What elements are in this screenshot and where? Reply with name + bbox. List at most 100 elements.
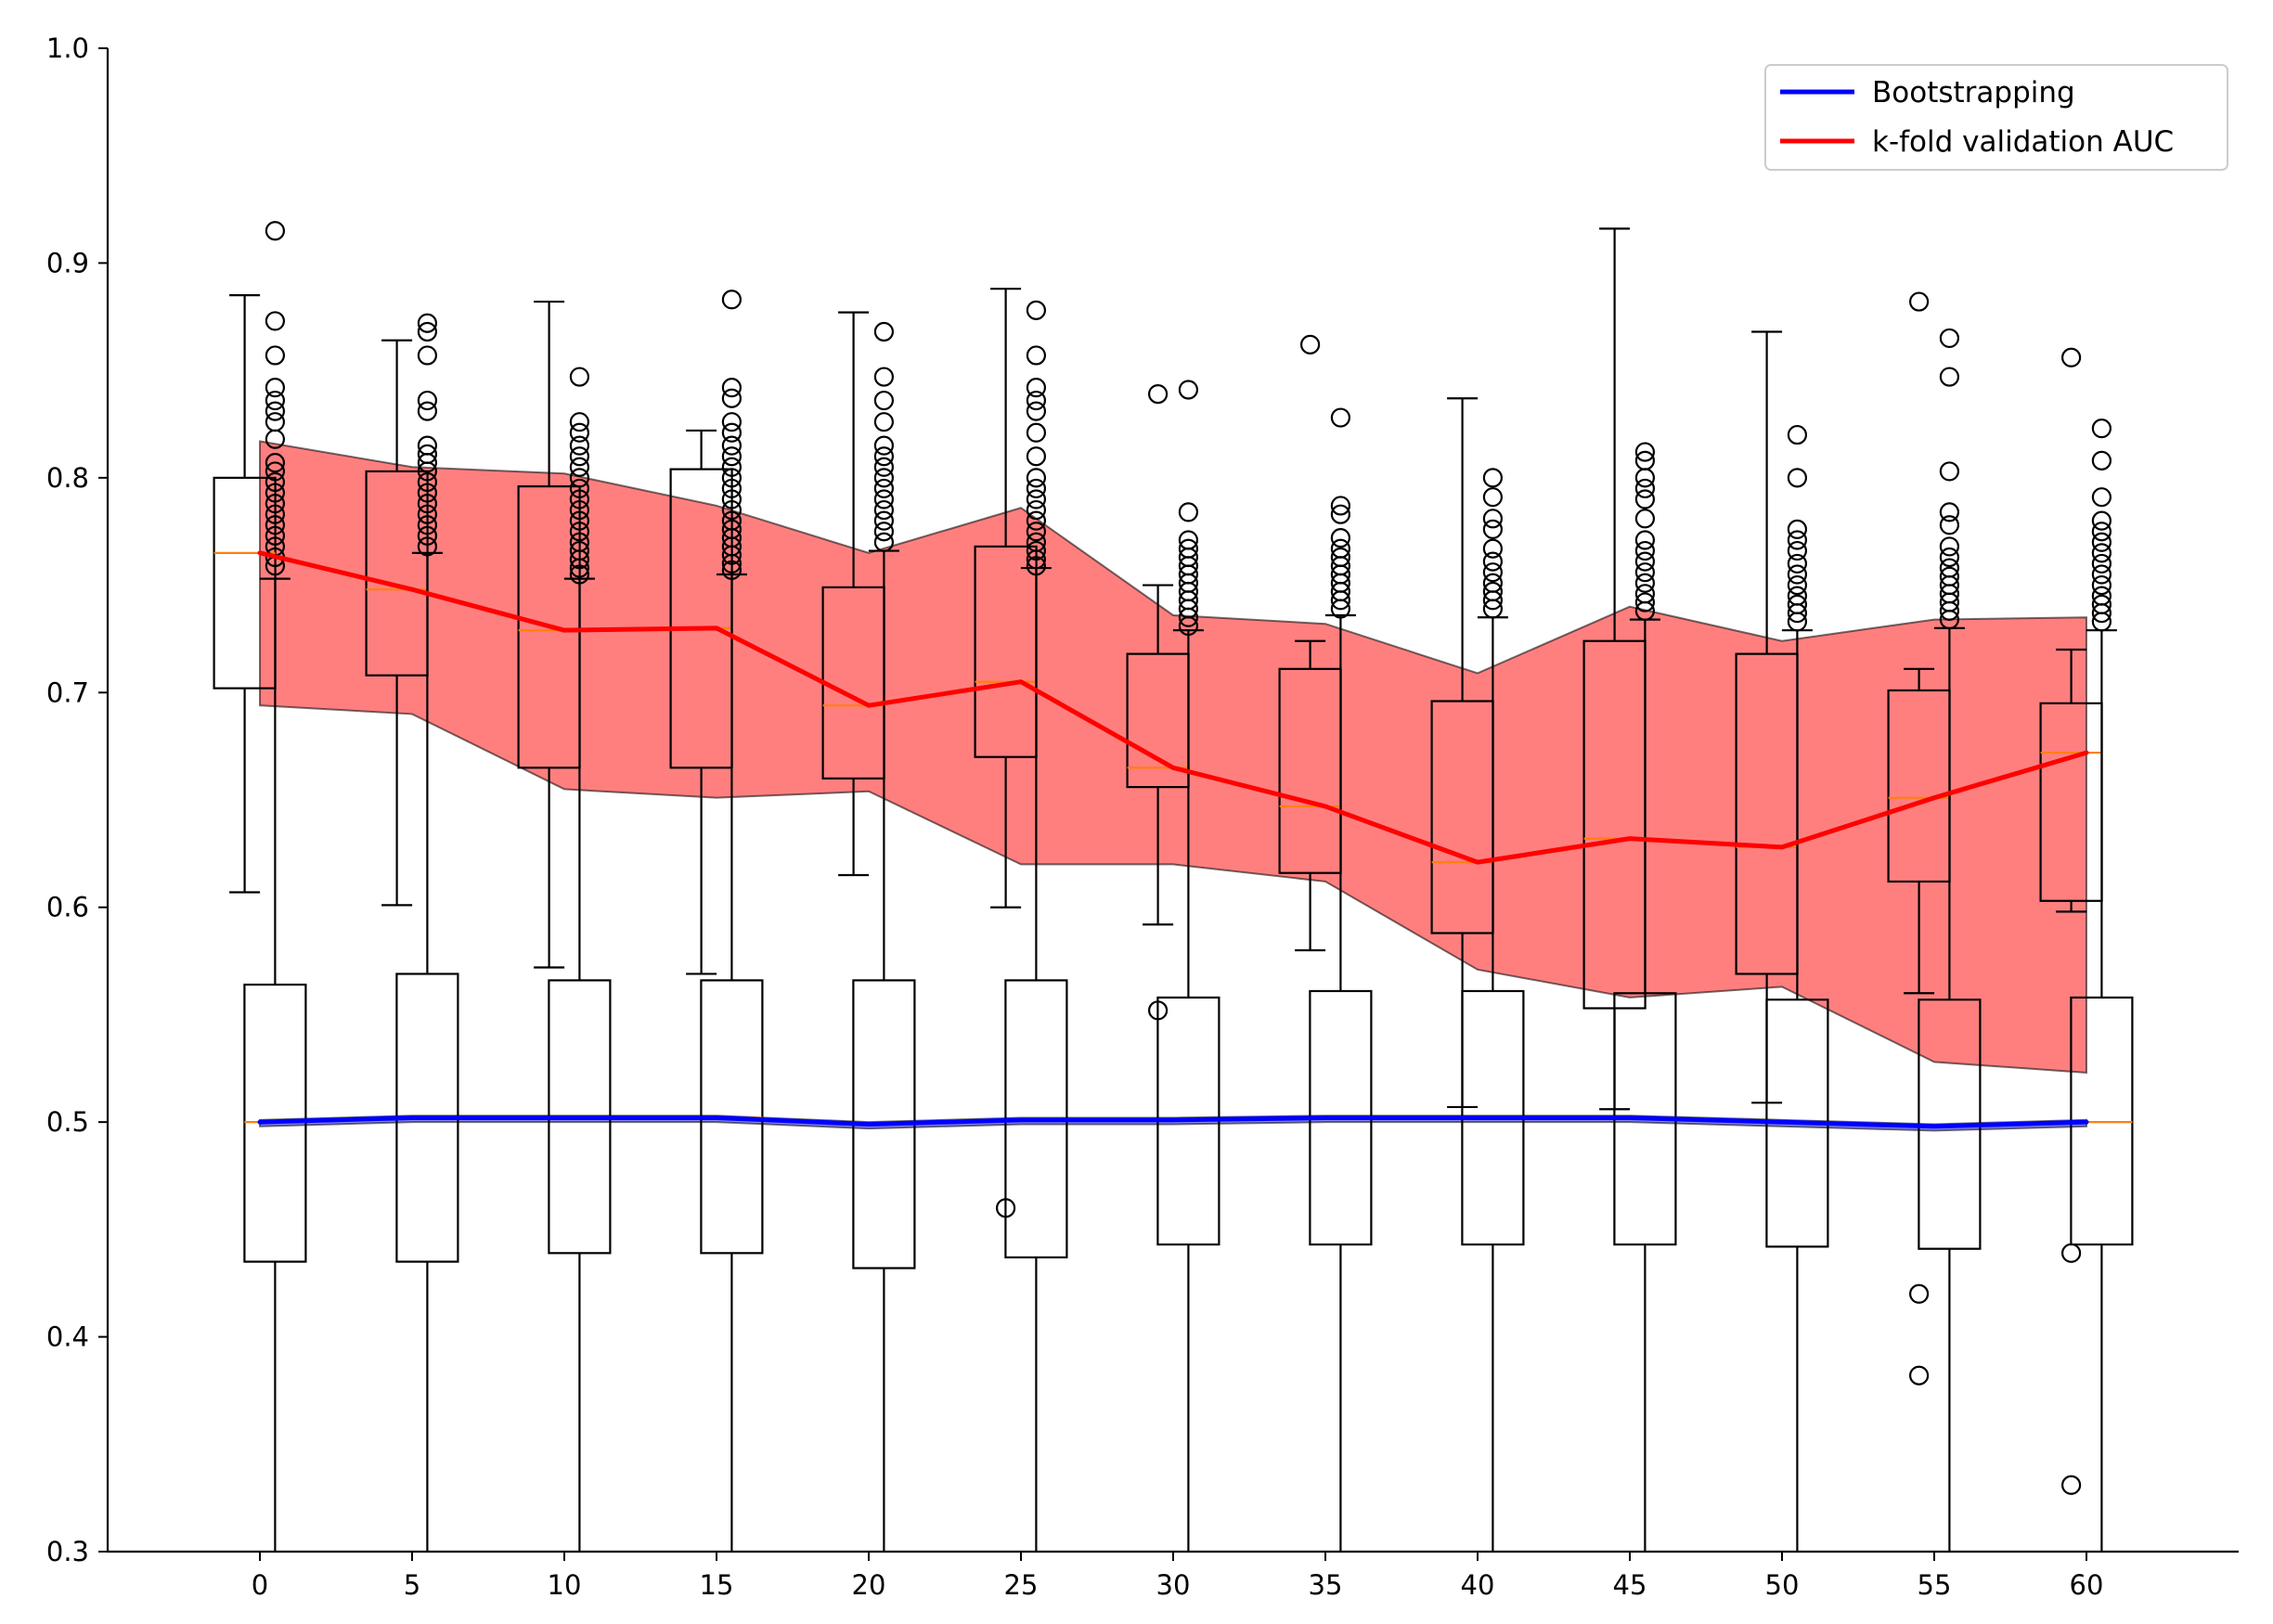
flier — [417, 494, 437, 514]
flier — [721, 378, 743, 398]
flier — [265, 311, 285, 331]
flier — [1939, 547, 1959, 568]
flier — [873, 435, 895, 456]
flier — [721, 388, 743, 408]
flier — [569, 522, 590, 542]
x-tick-label: 5 — [404, 1569, 420, 1601]
flier — [265, 494, 285, 514]
flier — [721, 489, 743, 509]
flier — [265, 390, 285, 411]
flier — [721, 545, 743, 565]
y-tick-label: 0.5 — [46, 1106, 89, 1138]
flier — [1634, 540, 1656, 561]
flier — [1909, 1365, 1930, 1386]
flier — [1026, 378, 1047, 398]
flier — [1178, 502, 1199, 522]
flier — [1026, 446, 1047, 467]
flier — [2091, 450, 2112, 470]
flier — [417, 453, 437, 473]
flier — [1909, 1283, 1930, 1304]
flier — [1787, 468, 1808, 488]
flier — [417, 321, 437, 342]
flier — [1026, 556, 1047, 576]
legend-frame — [1764, 64, 2228, 171]
flier — [873, 489, 895, 509]
flier — [265, 483, 285, 503]
flier — [721, 468, 743, 488]
legend-label-kfold: k-fold validation AUC — [1872, 125, 2174, 159]
x-tick-label: 15 — [700, 1569, 734, 1601]
flier — [569, 446, 590, 467]
flier — [1787, 564, 1808, 585]
legend: Bootstrapping k-fold validation AUC — [1764, 64, 2228, 171]
flier — [1026, 489, 1047, 509]
flier — [2091, 574, 2112, 596]
flier — [265, 221, 285, 241]
box — [243, 983, 307, 1263]
x-tick-label: 20 — [852, 1569, 886, 1601]
y-tick-label: 1.0 — [46, 32, 89, 64]
flier — [1939, 609, 1959, 630]
flier — [1026, 540, 1047, 561]
flier — [1026, 478, 1047, 499]
flier — [1178, 607, 1199, 627]
boxplot-bootstrap-11 — [1918, 328, 1982, 1552]
x-tick-label: 60 — [2070, 1569, 2104, 1601]
flier — [1147, 384, 1169, 405]
x-tick-label: 45 — [1613, 1569, 1647, 1601]
flier — [2091, 612, 2112, 632]
boxplot-bootstrap-6 — [1156, 380, 1220, 1552]
flier — [1482, 599, 1504, 619]
flier — [1939, 461, 1959, 482]
flier — [873, 412, 895, 432]
flier — [721, 290, 743, 310]
boxplot-bootstrap-4 — [852, 321, 916, 1552]
flier — [569, 510, 590, 531]
flier — [873, 321, 895, 342]
flier — [1026, 549, 1047, 570]
flier — [569, 367, 590, 387]
flier — [1482, 538, 1504, 559]
flier — [569, 457, 590, 477]
flier — [2091, 487, 2112, 508]
flier — [569, 422, 590, 443]
flier — [569, 549, 590, 570]
flier — [873, 478, 895, 499]
y-tick-label: 0.3 — [46, 1536, 89, 1567]
y-tick-label: 0.4 — [46, 1321, 89, 1353]
flier — [417, 313, 437, 333]
legend-label-bootstrapping: Bootstrapping — [1872, 76, 2075, 110]
boxplot-bootstrap-8 — [1461, 468, 1525, 1552]
flier — [1634, 600, 1656, 621]
flier — [569, 412, 590, 432]
flier — [873, 446, 895, 467]
flier — [1634, 509, 1656, 529]
flier — [721, 499, 743, 521]
flier — [2091, 522, 2112, 542]
axes-layer: 0.3 0.4 0.5 0.6 0.7 0.8 0.9 1.0 0 5 10 15 20 25 30 35 40… — [46, 32, 2239, 1601]
flier — [721, 446, 743, 467]
flier — [1787, 612, 1808, 632]
x-tick-label: 35 — [1309, 1569, 1343, 1601]
flier — [1787, 553, 1808, 574]
x-tick-label: 0 — [252, 1569, 268, 1601]
flier — [1026, 510, 1047, 531]
flier — [1634, 468, 1656, 488]
flier — [873, 522, 895, 542]
flier — [265, 401, 285, 421]
flier — [873, 457, 895, 477]
flier — [873, 510, 895, 531]
flier — [417, 525, 437, 546]
flier — [1787, 530, 1808, 550]
flier — [1330, 590, 1351, 611]
flier — [417, 471, 437, 493]
boxplot-bootstrap-3 — [700, 290, 764, 1552]
flier — [1026, 300, 1047, 320]
flier — [265, 429, 285, 449]
x-tick-label: 55 — [1918, 1569, 1952, 1601]
flier — [2091, 510, 2112, 531]
flier — [1939, 600, 1959, 621]
flier — [417, 483, 437, 503]
boxplot-bootstrap-12 — [2070, 419, 2134, 1552]
flier — [721, 422, 743, 443]
